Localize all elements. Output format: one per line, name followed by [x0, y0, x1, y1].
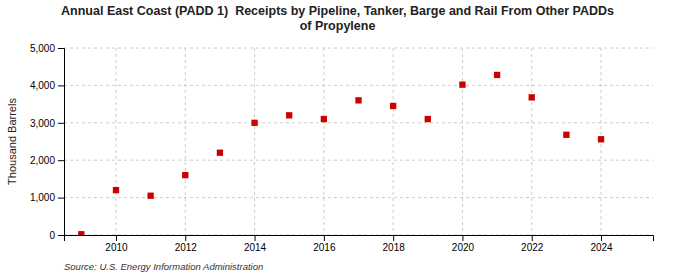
x-axis: 2010 2012 2014 2016 2018 2020 2022 2024	[65, 235, 654, 253]
point	[251, 120, 257, 126]
grid-line-x	[323, 48, 324, 235]
tick-label: 0	[49, 230, 55, 241]
point	[390, 103, 396, 109]
point	[598, 136, 604, 142]
tick: 2022	[521, 235, 544, 253]
tick-label: 2022	[521, 242, 544, 253]
point	[78, 231, 84, 235]
tick-mark	[116, 235, 117, 241]
tick-mark	[58, 198, 64, 199]
tick: 2024	[590, 235, 613, 253]
axis-line	[65, 236, 654, 242]
grid-line-x	[462, 48, 463, 235]
tick-label: 5,000	[30, 43, 55, 54]
tick: 2018	[383, 235, 406, 253]
marks	[78, 72, 604, 235]
tick-label: 2014	[244, 242, 267, 253]
tick: 2012	[175, 235, 198, 253]
tick-mark	[58, 123, 64, 124]
point	[147, 193, 153, 199]
y-axis-title: Thousand Barrels	[6, 98, 18, 185]
tick: 2010	[105, 235, 128, 253]
y-axis: 0 1,000 2,000 3,000 4,000 5,000	[30, 43, 65, 241]
tick: 2,000	[30, 155, 64, 166]
grid-line-y	[64, 48, 653, 49]
tick-mark	[393, 235, 394, 241]
point	[355, 97, 361, 103]
point	[529, 94, 535, 100]
annotation: Source: U.S. Energy Information Administ…	[64, 261, 263, 272]
tick-mark	[58, 235, 64, 236]
tick: 3,000	[30, 118, 64, 129]
grid-line-x	[393, 48, 394, 235]
point	[459, 81, 465, 87]
tick-label: 2012	[175, 242, 198, 253]
point	[321, 116, 327, 122]
grid-line-y	[64, 85, 653, 86]
plot: 2010 2012 2014 2016 2018 2020 2022 2024 0 1,000 2,…	[30, 43, 654, 253]
tick-label: 2016	[313, 242, 336, 253]
tick-mark	[255, 235, 256, 241]
point	[425, 116, 431, 122]
tick: 2014	[244, 235, 267, 253]
tick: 2020	[452, 235, 475, 253]
tick-mark	[324, 235, 325, 241]
point	[217, 150, 223, 156]
tick-mark	[532, 235, 533, 241]
tick-label: 2,000	[30, 155, 55, 166]
grid-line-y	[64, 160, 653, 161]
grid-line-y	[64, 122, 653, 123]
tick-mark	[58, 160, 64, 161]
tick-label: 2018	[383, 242, 406, 253]
tick-label: 4,000	[30, 80, 55, 91]
tick-mark	[58, 85, 64, 86]
tick: 0	[49, 230, 64, 241]
point	[494, 72, 500, 78]
grid-line-x	[115, 48, 116, 235]
point	[286, 112, 292, 118]
point	[113, 187, 119, 193]
tick-label: 2024	[590, 242, 613, 253]
tick-mark	[601, 235, 602, 241]
tick-label: 2010	[105, 242, 128, 253]
grid-line-x	[254, 48, 255, 235]
point	[182, 172, 188, 178]
title-line: of Propylene	[300, 19, 376, 33]
chart: Annual East Coast (PADD 1) Receipts by P…	[0, 0, 675, 275]
grid	[64, 48, 653, 235]
grid-line-x	[531, 48, 532, 235]
tick-label: 3,000	[30, 118, 55, 129]
tick: 1,000	[30, 192, 64, 203]
tick: 2016	[313, 235, 336, 253]
point	[563, 132, 569, 138]
tick: 4,000	[30, 80, 64, 91]
tick-label: 2020	[452, 242, 475, 253]
tick-mark	[185, 235, 186, 241]
tick: 5,000	[30, 43, 64, 54]
grid-line-x	[185, 48, 186, 235]
tick-mark	[58, 48, 64, 49]
axis-line	[58, 49, 65, 236]
tick-label: 1,000	[30, 192, 55, 203]
title: Annual East Coast (PADD 1) Receipts by P…	[61, 4, 614, 33]
tick-mark	[462, 235, 463, 241]
title-line: Annual East Coast (PADD 1) Receipts by P…	[61, 4, 614, 18]
